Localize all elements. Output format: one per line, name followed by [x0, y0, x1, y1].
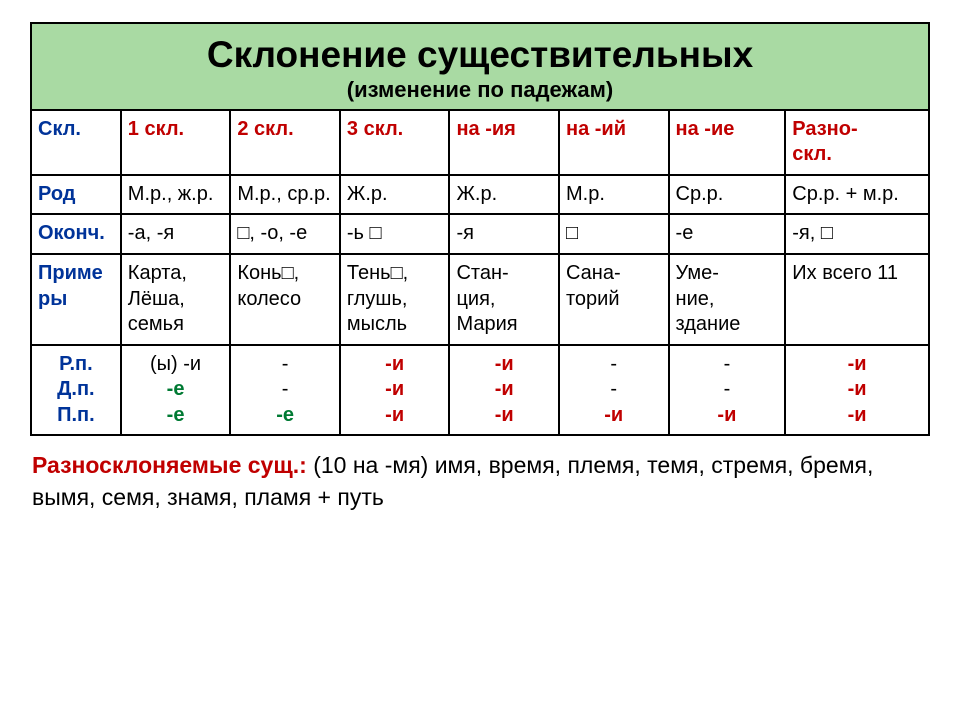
cell: -а, -я [121, 214, 231, 254]
cell: -е [669, 214, 786, 254]
col-header: Разно-скл. [785, 110, 929, 175]
cell: -и -и -и [340, 345, 450, 436]
cell: - - -е [230, 345, 340, 436]
col-header: 1 скл. [121, 110, 231, 175]
row-label-skl: Скл. [31, 110, 121, 175]
cell: М.р., ср.р. [230, 175, 340, 215]
cell: (ы) -и -е -е [121, 345, 231, 436]
cell: Сана-торий [559, 254, 669, 345]
cell: - - -и [559, 345, 669, 436]
row-rod: Род М.р., ж.р. М.р., ср.р. Ж.р. Ж.р. М.р… [31, 175, 929, 215]
cell: -и -и -и [449, 345, 559, 436]
cell: Стан-ция, Мария [449, 254, 559, 345]
row-label-cases: Р.п. Д.п. П.п. [31, 345, 121, 436]
col-header: на -ия [449, 110, 559, 175]
cell: -я, □ [785, 214, 929, 254]
cell: -и -и -и [785, 345, 929, 436]
cell: -я [449, 214, 559, 254]
cell: Ср.р. + м.р. [785, 175, 929, 215]
row-cases: Р.п. Д.п. П.п. (ы) -и -е -е - - -е -и -и… [31, 345, 929, 436]
cell: Ж.р. [449, 175, 559, 215]
header-block: Склонение существительных (изменение по … [30, 22, 930, 109]
footnote: Разносклоняемые сущ.: (10 на -мя) имя, в… [30, 436, 930, 512]
page-title: Склонение существительных [42, 34, 918, 77]
cell: М.р., ж.р. [121, 175, 231, 215]
col-header: на -ие [669, 110, 786, 175]
cell: Ср.р. [669, 175, 786, 215]
declension-table: Скл. 1 скл. 2 скл. 3 скл. на -ия на -ий … [30, 109, 930, 437]
row-label-okonch: Оконч. [31, 214, 121, 254]
cell: Конь□, колесо [230, 254, 340, 345]
cell: М.р. [559, 175, 669, 215]
page: Склонение существительных (изменение по … [0, 0, 960, 720]
cell: - - -и [669, 345, 786, 436]
row-primery: Примеры Карта, Лёша, семья Конь□, колесо… [31, 254, 929, 345]
cell: Карта, Лёша, семья [121, 254, 231, 345]
cell: -ь □ [340, 214, 450, 254]
cell: □ [559, 214, 669, 254]
cell: Их всего 11 [785, 254, 929, 345]
cell: Тень□, глушь, мысль [340, 254, 450, 345]
col-header: 2 скл. [230, 110, 340, 175]
row-label-primery: Примеры [31, 254, 121, 345]
footnote-lead: Разносклоняемые сущ.: [32, 452, 307, 478]
cell: Ж.р. [340, 175, 450, 215]
cell: □, -о, -е [230, 214, 340, 254]
col-header: 3 скл. [340, 110, 450, 175]
row-label-rod: Род [31, 175, 121, 215]
page-subtitle: (изменение по падежам) [42, 77, 918, 103]
row-skl: Скл. 1 скл. 2 скл. 3 скл. на -ия на -ий … [31, 110, 929, 175]
col-header: на -ий [559, 110, 669, 175]
cell: Уме-ние, здание [669, 254, 786, 345]
row-okonch: Оконч. -а, -я □, -о, -е -ь □ -я □ -е -я,… [31, 214, 929, 254]
